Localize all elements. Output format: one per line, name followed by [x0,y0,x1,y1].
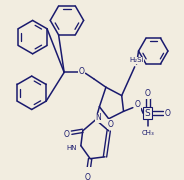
Text: O: O [164,109,170,118]
Text: O: O [64,130,70,139]
Text: H₂Si: H₂Si [129,57,144,63]
Text: S: S [145,109,151,118]
Text: O: O [79,67,85,76]
Text: O: O [108,120,114,129]
Text: O: O [145,89,151,98]
Text: CH₃: CH₃ [141,130,154,136]
Text: N: N [96,113,101,122]
Text: HN: HN [66,145,77,150]
Text: O: O [135,100,140,109]
Text: O: O [84,173,90,180]
